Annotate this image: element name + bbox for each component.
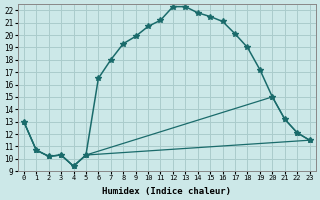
X-axis label: Humidex (Indice chaleur): Humidex (Indice chaleur) (102, 187, 231, 196)
